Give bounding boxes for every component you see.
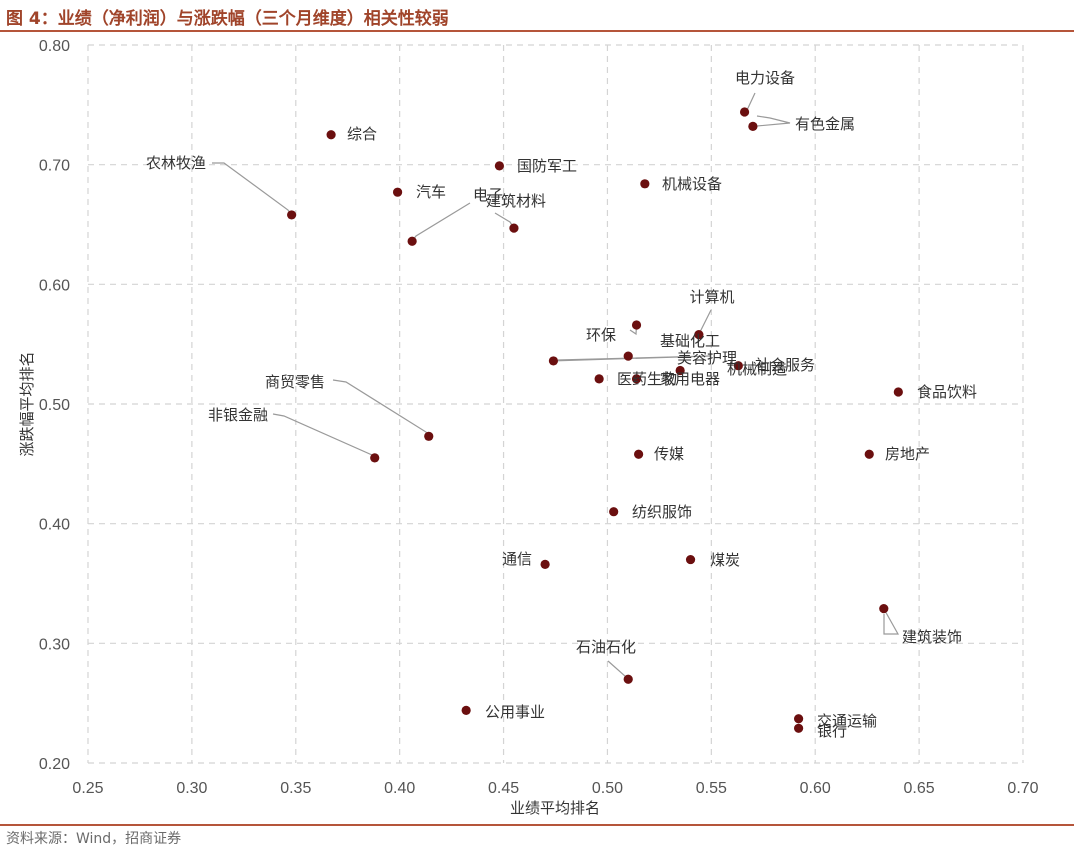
y-tick-label: 0.80 [39, 38, 70, 55]
x-tick-label: 0.30 [176, 780, 207, 797]
point-label: 计算机 [689, 288, 734, 306]
leader-line [212, 162, 293, 216]
x-tick-label: 0.60 [800, 780, 831, 797]
point-label: 医药生物 [617, 370, 677, 388]
y-tick-label: 0.50 [39, 397, 70, 414]
data-point [594, 374, 604, 384]
x-tick-label: 0.40 [384, 780, 415, 797]
source-note: 资料来源：Wind，招商证券 [6, 831, 182, 847]
data-point [407, 236, 417, 246]
point-label: 通信 [502, 550, 532, 568]
data-point [424, 431, 434, 441]
data-point [794, 714, 804, 724]
data-point [287, 210, 297, 220]
data-point [864, 449, 874, 459]
data-point [794, 723, 804, 733]
x-tick-labels: 0.25 0.30 0.35 0.40 0.45 0.50 0.55 0.60 0.65 0.70 [72, 780, 1038, 797]
x-tick-label: 0.65 [904, 780, 935, 797]
point-label: 纺织服饰 [632, 503, 692, 521]
data-point [509, 223, 519, 233]
y-tick-labels: 0.80 0.70 0.60 0.50 0.40 0.30 0.20 [39, 38, 70, 773]
point-label: 综合 [347, 125, 377, 143]
y-tick-label: 0.60 [39, 277, 70, 294]
x-axis-label: 业绩平均排名 [510, 799, 600, 817]
point-label: 传媒 [654, 445, 684, 463]
bottom-rule [0, 824, 1074, 826]
data-point [392, 187, 403, 197]
figure-title: 图 4：业绩（净利润）与涨跌幅（三个月维度）相关性较弱 [6, 9, 449, 29]
point-label: 社会服务 [755, 356, 815, 374]
point-label: 家用电器 [660, 370, 720, 388]
y-tick-label: 0.70 [39, 158, 70, 175]
data-point [326, 130, 336, 140]
data-point [623, 351, 633, 361]
point-label: 汽车 [416, 183, 446, 201]
top-rule [0, 30, 1074, 32]
x-tick-label: 0.35 [280, 780, 311, 797]
data-point [748, 121, 758, 131]
point-label: 银行 [817, 722, 847, 740]
chart-grid [87, 44, 1024, 764]
point-label: 农林牧渔 [146, 154, 206, 172]
data-point [634, 449, 644, 459]
x-tick-label: 0.70 [1007, 780, 1038, 797]
point-label: 房地产 [885, 445, 930, 463]
leader-line [332, 379, 430, 437]
point-label: 环保 [586, 326, 616, 344]
y-axis-label: 涨跌幅平均排名 [18, 351, 36, 456]
point-label: 美容护理 [677, 349, 737, 367]
data-point [675, 365, 685, 376]
point-label: 公用事业 [485, 703, 545, 721]
point-label: 石油石化 [576, 638, 636, 656]
y-tick-label: 0.40 [39, 517, 70, 534]
point-label: 非银金融 [208, 406, 268, 424]
point-label: 电力设备 [735, 69, 795, 87]
data-point [631, 320, 642, 330]
data-point [685, 554, 696, 565]
point-label: 电子 [473, 186, 503, 204]
data-point [694, 329, 704, 340]
leader-line [553, 355, 711, 362]
leader-line [883, 608, 900, 635]
point-label: 食品饮料 [917, 383, 977, 401]
data-point [609, 507, 619, 517]
point-label: 机械设备 [662, 175, 722, 193]
x-tick-label: 0.45 [488, 780, 519, 797]
point-label: 商贸零售 [265, 373, 325, 391]
data-point [879, 604, 889, 614]
data-point [494, 161, 504, 171]
data-point [631, 374, 642, 384]
point-label: 机械制造 [727, 360, 787, 378]
x-tick-label: 0.50 [592, 780, 623, 797]
x-tick-label: 0.55 [696, 780, 727, 797]
data-point [893, 387, 903, 397]
point-label: 基础化工 [660, 332, 720, 350]
point-label: 交通运输 [817, 712, 877, 730]
point-label: 建筑材料 [486, 192, 546, 210]
data-point [548, 356, 559, 366]
data-point [540, 559, 550, 569]
x-tick-label: 0.25 [72, 780, 103, 797]
data-point [370, 453, 380, 463]
y-tick-label: 0.30 [39, 636, 70, 653]
leader-line [272, 413, 376, 459]
data-point [623, 674, 633, 684]
data-point [739, 107, 750, 117]
point-label: 建筑装饰 [902, 628, 962, 646]
leader-line [411, 202, 471, 242]
point-label: 煤炭 [710, 551, 740, 569]
data-point [733, 361, 743, 371]
point-label: 有色金属 [795, 115, 855, 133]
leader-line [752, 115, 791, 127]
point-label: 国防军工 [517, 157, 577, 175]
data-points [287, 107, 903, 733]
data-point [461, 705, 471, 715]
data-point [640, 179, 650, 189]
y-tick-label: 0.20 [39, 756, 70, 773]
